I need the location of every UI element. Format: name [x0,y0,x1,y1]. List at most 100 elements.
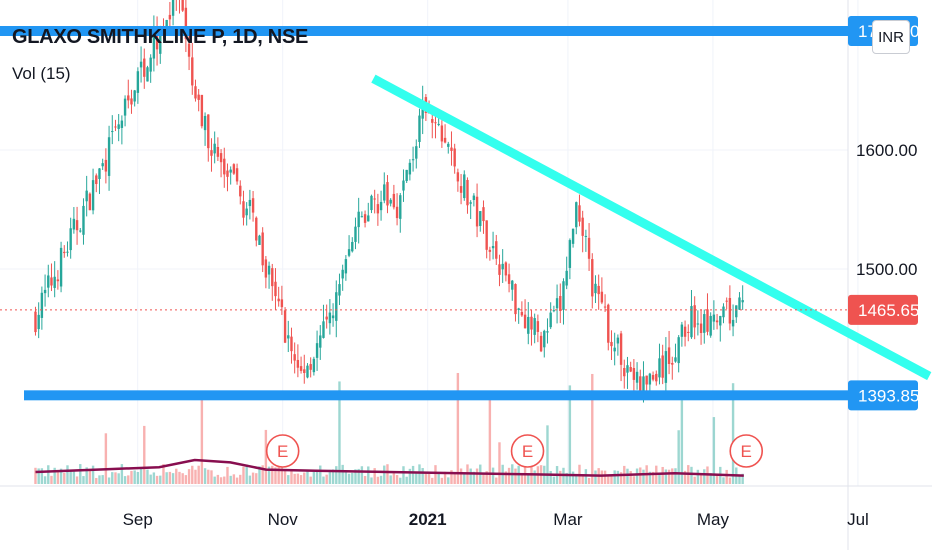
volume-bar [568,385,572,484]
candle-body [543,330,546,348]
candle-body [501,263,504,270]
volume-bar [271,465,274,484]
candle-body [386,182,389,206]
candle-body [194,86,197,99]
volume-bar [203,468,207,484]
volume-bar [82,476,85,484]
volume-bar [715,473,719,484]
volume-bar [683,470,687,484]
volume-bar [610,475,613,484]
candle-body [402,180,405,191]
volume-bar [149,474,152,484]
volume-bar [405,476,408,484]
volume-bar [453,473,456,484]
candle-body [667,347,671,365]
volume-bar [693,476,696,484]
volume-bar [347,473,351,484]
candle-body [571,228,575,244]
volume-bar [661,466,664,484]
candle-body [376,204,380,214]
volume-bar [95,477,98,484]
resistance-line [0,26,848,36]
candle-body [357,211,360,228]
volume-bar [594,470,597,484]
volume-bar [674,468,677,484]
candle-body [530,316,533,330]
candle-body [287,335,290,339]
volume-indicator-label[interactable]: Vol (15) [12,64,71,83]
volume-bar [130,470,133,484]
trendline [371,74,932,381]
volume-bar [261,465,264,484]
volume-bar [85,467,88,484]
candle-body [607,304,610,343]
volume-bar [127,475,130,484]
volume-bar [699,474,703,484]
candle-body [703,314,706,333]
earnings-marker-label: E [741,442,752,461]
volume-bar [725,469,728,484]
currency-button[interactable]: INR [872,20,910,54]
candle-body [261,232,264,266]
volume-bar [155,475,159,484]
candle-body [482,207,485,222]
candle-body [562,281,565,310]
volume-bar [363,476,367,484]
candle-body [40,292,44,318]
candle-body [200,94,204,127]
candle-body [405,169,408,181]
volume-ma-line [35,458,744,477]
candle-body [658,358,661,378]
candle-body [527,316,530,334]
candle-body [488,249,492,252]
candle-body [43,289,47,294]
candle-body [95,175,98,185]
volume-bar [277,465,280,484]
candle-body [495,241,498,259]
volume-bar [40,468,44,484]
volume-bar [565,472,568,484]
candle-body [117,124,120,129]
candle-body [568,240,572,268]
candle-body [466,179,469,206]
earnings-marker-label: E [277,442,288,461]
candle-body [133,90,136,102]
time-axis-label: Jul [847,510,869,529]
candle-body [213,143,216,154]
volume-bar [651,471,655,484]
candle-body [399,195,402,219]
volume-bar [600,470,604,484]
volume-bar [472,471,476,484]
volume-bar [325,474,328,484]
volume-bar [194,469,197,484]
volume-bar [242,466,245,484]
volume-bar [635,468,639,484]
volume-bar [280,466,284,484]
candle-body [248,199,252,207]
volume-bar [47,465,50,484]
volume-bar [229,475,232,484]
candle-body [610,341,613,347]
candle-body [303,369,306,373]
candle-body [47,275,50,288]
volume-bar [53,467,56,484]
volume-bar [463,472,466,484]
candle-body [63,251,66,254]
volume-bar [139,468,143,484]
candle-body [107,137,111,176]
volume-bar [703,469,706,484]
candle-body [661,355,664,378]
volume-bar [495,477,498,484]
candle-body [171,0,175,16]
candle-body [687,331,690,333]
candle-body [635,371,639,383]
candle-body [677,337,680,364]
volume-bar [485,471,488,484]
volume-bar [143,425,146,484]
volume-bar [287,475,290,484]
volume-bar [303,472,306,484]
price-axis-label: 1600.00 [856,141,917,160]
volume-bar [619,472,623,484]
